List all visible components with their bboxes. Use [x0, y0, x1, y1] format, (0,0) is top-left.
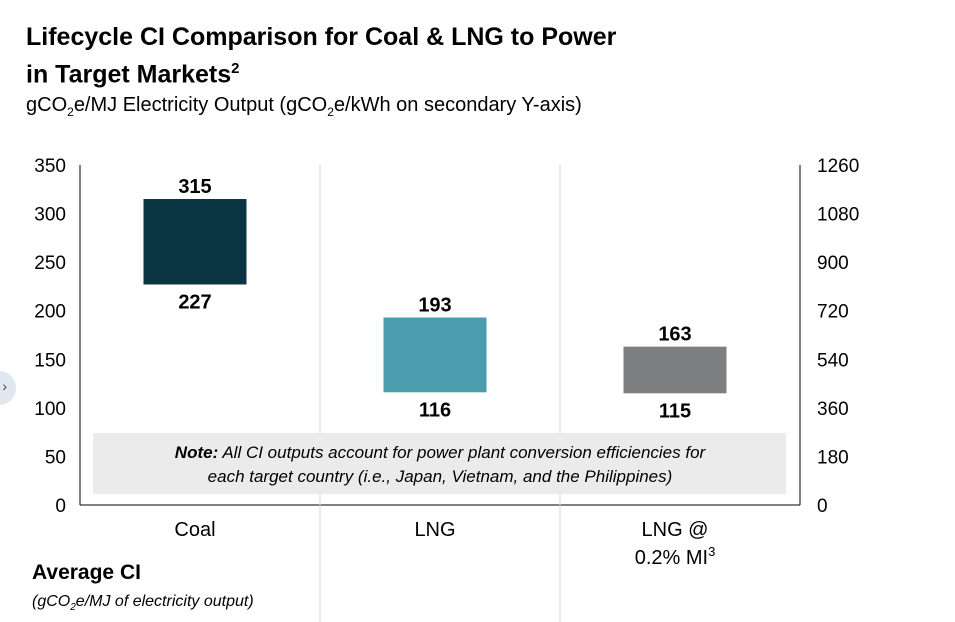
bar-3 [623, 346, 727, 394]
bar-high-label: 163 [658, 324, 691, 346]
y-tick-label: 350 [34, 156, 66, 177]
y-tick-label: 150 [34, 350, 66, 371]
bar-high-label: 193 [418, 295, 451, 317]
average-ci-label: Average CI [32, 561, 141, 584]
avg-unit-sub: 2 [70, 602, 76, 614]
chart-title-line1: Lifecycle CI Comparison for Coal & LNG t… [26, 23, 617, 51]
chart-title-line2: in Target Markets [26, 60, 232, 89]
avg-unit-part1: (gCO [32, 593, 71, 610]
chart-title: Lifecycle CI Comparison for Coal & LNG t… [26, 22, 746, 90]
bar-low-label: 227 [178, 291, 211, 313]
slide-nav-button[interactable]: › [0, 371, 16, 405]
note-label: Note: [175, 443, 218, 462]
average-ci-unit: (gCO2e/MJ of electricity output) [32, 593, 254, 613]
bar-low-label: 116 [419, 399, 451, 421]
y-tick-label: 300 [34, 205, 66, 226]
x-tick-label: Coal [174, 519, 215, 541]
chevron-right-icon: › [2, 378, 7, 394]
bar-low-label: 115 [659, 400, 691, 422]
y-tick-label: 0 [55, 496, 66, 517]
bar-1 [143, 199, 247, 285]
avg-unit-part2: e/MJ of electricity output) [75, 593, 254, 610]
y2-tick-label: 720 [817, 302, 849, 323]
note-box [93, 433, 786, 494]
chart-area: 0 0 50 180 100 360 150 540 200 720 250 900 300 1080 35… [34, 156, 859, 622]
subtitle-sub1: 2 [67, 105, 74, 119]
subtitle-part2: e/MJ Electricity Output (gCO [73, 94, 328, 116]
y2-tick-label: 0 [817, 496, 828, 517]
y2-tick-label: 180 [817, 447, 849, 468]
note-line-2: each target country (i.e., Japan, Vietna… [208, 467, 673, 486]
y-tick-label: 200 [34, 302, 66, 323]
y2-tick-label: 1080 [817, 205, 859, 226]
y2-tick-label: 540 [817, 350, 849, 371]
subtitle-part1: gCO [26, 94, 68, 116]
subtitle-part3: e/kWh on secondary Y-axis) [333, 94, 582, 116]
y2-tick-label: 900 [817, 253, 849, 274]
title-footnote-marker: 2 [231, 60, 240, 77]
category-footnote-marker: 3 [708, 544, 715, 559]
chart-subtitle: gCO2e/MJ Electricity Output (gCO2e/kWh o… [26, 94, 582, 119]
note-text: All CI outputs account for power plant c… [218, 443, 706, 462]
bar-2 [383, 317, 487, 393]
y-tick-label: 50 [45, 447, 66, 468]
y2-tick-label: 360 [817, 399, 849, 420]
x-tick-label: 0.2% MI3 [635, 544, 716, 569]
subtitle-sub2: 2 [327, 105, 334, 119]
x-tick-label: LNG [414, 519, 455, 541]
bar-high-label: 315 [178, 176, 211, 198]
note-line-1: Note: All CI outputs account for power p… [175, 443, 707, 462]
x-tick-label: LNG @ [642, 519, 709, 541]
y-tick-label: 100 [34, 399, 66, 420]
y-tick-label: 250 [34, 253, 66, 274]
y2-tick-label: 1260 [817, 156, 859, 177]
